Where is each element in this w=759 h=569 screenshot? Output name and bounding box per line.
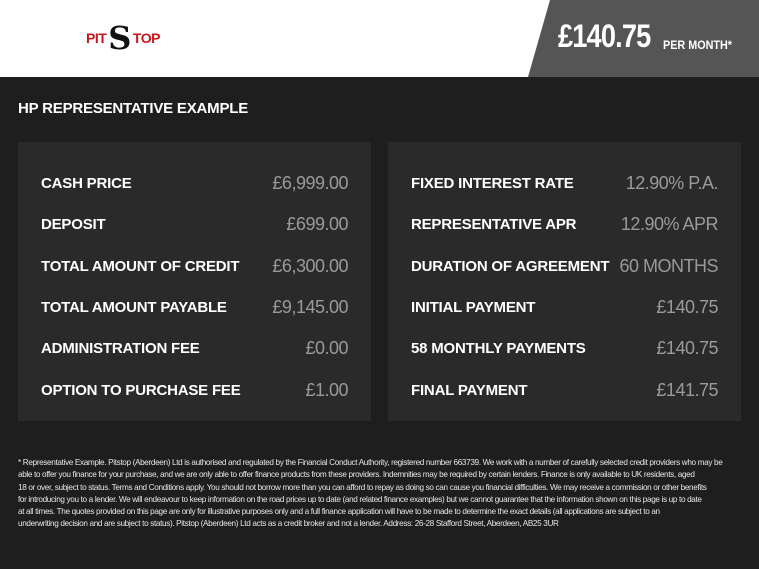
row-label: DURATION OF AGREEMENT bbox=[411, 257, 610, 275]
finance-row: DEPOSIT £699.00 bbox=[41, 212, 348, 236]
row-label: FIXED INTEREST RATE bbox=[411, 174, 574, 192]
disclaimer-line: underwriting decision and are subject to… bbox=[18, 519, 559, 529]
section-title: HP REPRESENTATIVE EXAMPLE bbox=[18, 100, 249, 117]
finance-row: DURATION OF AGREEMENT 60 MONTHS bbox=[411, 254, 718, 278]
per-month-label: PER MONTH* bbox=[663, 38, 733, 52]
row-label: REPRESENTATIVE APR bbox=[411, 215, 577, 233]
logo-top: TOP bbox=[132, 30, 161, 46]
finance-row: ADMINISTRATION FEE £0.00 bbox=[41, 336, 348, 360]
row-label: INITIAL PAYMENT bbox=[411, 298, 536, 316]
disclaimer-line: for introducing you to a lender. We will… bbox=[18, 494, 702, 504]
row-value: 12.90% P.A. bbox=[625, 172, 719, 193]
header: PIT S TOP £140.75 PER MONTH* bbox=[0, 0, 759, 77]
finance-row: 58 MONTHLY PAYMENTS £140.75 bbox=[411, 336, 718, 360]
finance-row: OPTION TO PURCHASE FEE £1.00 bbox=[41, 378, 348, 402]
row-value: £1.00 bbox=[305, 379, 348, 400]
row-value: £140.75 bbox=[656, 337, 718, 358]
row-value: £6,999.00 bbox=[272, 172, 348, 193]
disclaimer-line: 18 or over, subject to status. Terms and… bbox=[18, 482, 707, 492]
pitstop-logo[interactable]: PIT S TOP bbox=[86, 22, 160, 54]
row-label: 58 MONTHLY PAYMENTS bbox=[411, 339, 586, 357]
finance-row: FIXED INTEREST RATE 12.90% P.A. bbox=[411, 171, 719, 195]
logo-pit: PIT bbox=[86, 30, 107, 46]
row-label: OPTION TO PURCHASE FEE bbox=[41, 381, 241, 399]
finance-panel-left: CASH PRICE £6,999.00 DEPOSIT £699.00 TOTAL A… bbox=[18, 142, 371, 421]
row-value: £6,300.00 bbox=[272, 255, 348, 276]
row-label: DEPOSIT bbox=[41, 215, 106, 233]
disclaimer: * Representative Example. Pitstop (Aberd… bbox=[18, 457, 723, 531]
finance-row: FINAL PAYMENT £141.75 bbox=[411, 378, 718, 402]
monthly-price-box: £140.75 PER MONTH* bbox=[528, 0, 759, 77]
disclaimer-line: able to offer you finance for your purch… bbox=[18, 470, 695, 480]
finance-row: REPRESENTATIVE APR 12.90% APR bbox=[411, 212, 719, 236]
finance-row: TOTAL AMOUNT PAYABLE £9,145.00 bbox=[41, 295, 348, 319]
row-value: £9,145.00 bbox=[272, 296, 348, 317]
row-label: FINAL PAYMENT bbox=[411, 381, 528, 399]
row-label: TOTAL AMOUNT PAYABLE bbox=[41, 298, 227, 316]
row-value: £699.00 bbox=[286, 213, 348, 234]
finance-row: TOTAL AMOUNT OF CREDIT £6,300.00 bbox=[41, 254, 348, 278]
row-label: ADMINISTRATION FEE bbox=[41, 339, 200, 357]
row-label: CASH PRICE bbox=[41, 174, 132, 192]
disclaimer-line: at all times. The quotes provided on thi… bbox=[18, 507, 660, 517]
row-value: £140.75 bbox=[656, 296, 718, 317]
monthly-price: £140.75 bbox=[558, 18, 651, 54]
row-value: £141.75 bbox=[656, 379, 718, 400]
road-s-icon: S bbox=[108, 19, 131, 57]
row-value: 60 MONTHS bbox=[619, 255, 718, 276]
finance-row: INITIAL PAYMENT £140.75 bbox=[411, 295, 718, 319]
finance-row: CASH PRICE £6,999.00 bbox=[41, 171, 348, 195]
finance-panel-right: FIXED INTEREST RATE 12.90% P.A. REPRESENTA… bbox=[388, 142, 741, 421]
row-label: TOTAL AMOUNT OF CREDIT bbox=[41, 257, 240, 275]
row-value: £0.00 bbox=[305, 337, 348, 358]
disclaimer-line: * Representative Example. Pitstop (Aberd… bbox=[18, 458, 723, 467]
row-value: 12.90% APR bbox=[620, 213, 719, 234]
